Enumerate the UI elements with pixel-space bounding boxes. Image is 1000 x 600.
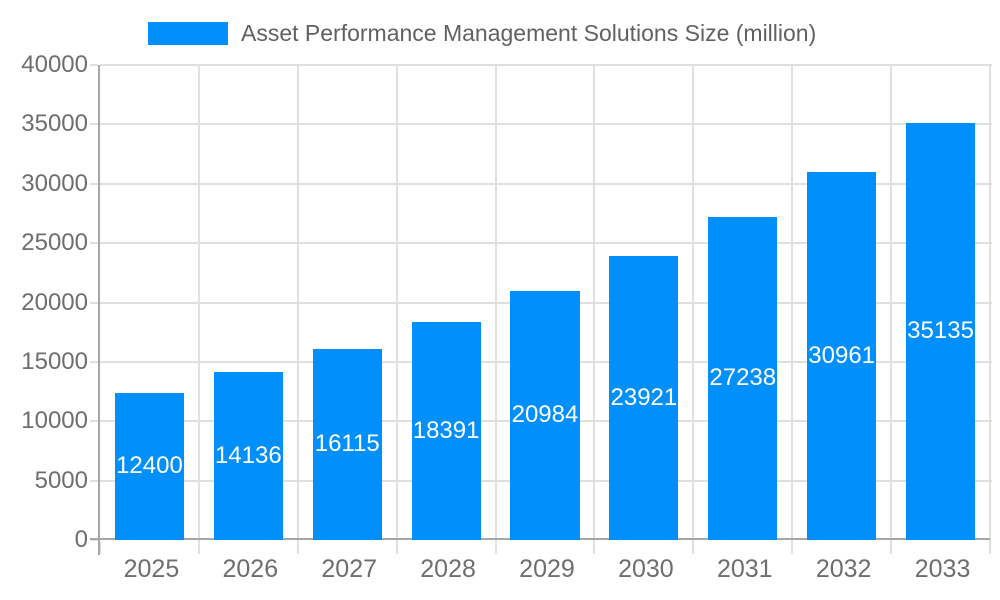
x-axis-label: 2026 bbox=[222, 555, 279, 583]
legend-swatch bbox=[148, 21, 228, 45]
chart-legend[interactable]: Asset Performance Management Solutions S… bbox=[148, 20, 816, 46]
y-gridline bbox=[100, 182, 992, 185]
bar-value-label: 23921 bbox=[610, 383, 678, 411]
x-gridline bbox=[395, 65, 398, 542]
x-axis-label: 2029 bbox=[519, 555, 575, 583]
x-axis-tick bbox=[395, 542, 398, 554]
y-axis-tick bbox=[90, 182, 98, 185]
bar-2028[interactable]: 18391 bbox=[411, 321, 481, 540]
y-axis-tick bbox=[90, 539, 98, 541]
x-axis-label: 2033 bbox=[914, 555, 971, 583]
y-axis-tick bbox=[90, 64, 98, 66]
x-axis-label: 2031 bbox=[716, 555, 773, 583]
y-gridline bbox=[100, 123, 992, 126]
bar-value-label: 12400 bbox=[116, 452, 183, 480]
plot-area: 12400 14136 16115 18391 20984 23921 27238 30961… bbox=[90, 64, 992, 555]
y-axis-label: 30000 bbox=[21, 169, 88, 197]
bar-2029[interactable]: 20984 bbox=[510, 290, 580, 540]
y-axis-line bbox=[98, 65, 100, 555]
y-axis-labels: 0 5000 10000 15000 20000 25000 30000 35000 40000 bbox=[0, 0, 100, 600]
x-axis-label: 2028 bbox=[420, 555, 476, 583]
y-axis-tick bbox=[90, 301, 98, 304]
y-axis-label: 5000 bbox=[34, 466, 88, 494]
bar-2026[interactable]: 14136 bbox=[213, 372, 283, 540]
y-gridline bbox=[100, 242, 992, 245]
y-axis-label: 25000 bbox=[21, 229, 88, 257]
bar-value-label: 35135 bbox=[907, 317, 974, 345]
y-axis-label: 20000 bbox=[21, 288, 88, 316]
y-axis-label: 40000 bbox=[21, 51, 88, 78]
y-axis-tick bbox=[90, 123, 98, 126]
bar-value-label: 27238 bbox=[709, 364, 777, 392]
y-axis-tick bbox=[90, 479, 98, 482]
x-axis-tick bbox=[692, 542, 695, 554]
y-axis-label: 10000 bbox=[21, 407, 88, 435]
bar-value-label: 20984 bbox=[511, 401, 579, 429]
x-axis-tick bbox=[593, 542, 596, 554]
x-gridline bbox=[197, 65, 200, 542]
y-axis-label: 15000 bbox=[21, 347, 88, 375]
bar-2030[interactable]: 23921 bbox=[609, 255, 679, 540]
y-axis-label: 0 bbox=[74, 526, 88, 553]
bar-value-label: 30961 bbox=[808, 342, 876, 370]
x-axis-tick bbox=[99, 542, 101, 554]
y-gridline bbox=[100, 64, 992, 66]
x-gridline bbox=[791, 65, 794, 542]
y-axis-label: 35000 bbox=[21, 110, 88, 138]
x-axis-tick bbox=[989, 542, 991, 554]
x-gridline bbox=[890, 65, 893, 542]
bar-value-label: 14136 bbox=[214, 442, 282, 470]
bar-value-label: 18391 bbox=[412, 416, 480, 444]
bar-2025[interactable]: 12400 bbox=[114, 392, 185, 540]
x-gridline bbox=[692, 65, 695, 542]
y-axis-tick bbox=[90, 242, 98, 245]
x-axis-tick bbox=[890, 542, 893, 554]
x-axis-labels: 2025 2026 2027 2028 2029 2030 2031 2032 2033 bbox=[102, 554, 992, 594]
bar-2033[interactable]: 35135 bbox=[905, 122, 976, 540]
x-gridline bbox=[593, 65, 596, 542]
x-gridline bbox=[989, 65, 991, 542]
legend-label: Asset Performance Management Solutions S… bbox=[241, 20, 817, 46]
x-gridline bbox=[494, 65, 497, 542]
x-axis-tick bbox=[791, 542, 794, 554]
bar-2032[interactable]: 30961 bbox=[807, 172, 877, 540]
x-axis-label: 2030 bbox=[618, 555, 674, 583]
x-axis-label: 2027 bbox=[321, 555, 378, 583]
x-axis-tick bbox=[296, 542, 299, 554]
x-axis-label: 2032 bbox=[815, 555, 872, 583]
x-axis-tick bbox=[197, 542, 200, 554]
bar-2031[interactable]: 27238 bbox=[708, 216, 778, 540]
x-axis-label: 2025 bbox=[123, 555, 180, 583]
bar-2027[interactable]: 16115 bbox=[312, 348, 382, 540]
y-axis-tick bbox=[90, 420, 98, 423]
x-gridline bbox=[296, 65, 299, 542]
bar-value-label: 16115 bbox=[314, 430, 380, 458]
x-axis-tick bbox=[494, 542, 497, 554]
y-axis-tick bbox=[90, 360, 98, 363]
